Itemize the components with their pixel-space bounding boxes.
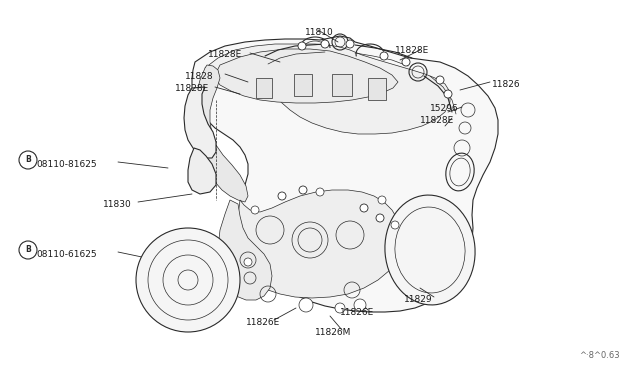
Circle shape	[444, 90, 452, 98]
Text: B: B	[25, 246, 31, 254]
Polygon shape	[256, 78, 272, 98]
Polygon shape	[194, 65, 248, 202]
Circle shape	[298, 42, 306, 50]
Circle shape	[346, 40, 354, 48]
Polygon shape	[205, 44, 450, 134]
Ellipse shape	[385, 195, 475, 305]
Text: 15296: 15296	[430, 104, 459, 113]
Text: B: B	[25, 155, 31, 164]
Polygon shape	[215, 49, 398, 103]
Circle shape	[376, 214, 384, 222]
Polygon shape	[238, 190, 402, 298]
Polygon shape	[188, 148, 216, 194]
Circle shape	[335, 303, 345, 313]
Text: 11828E: 11828E	[175, 84, 209, 93]
Text: 11826E: 11826E	[246, 318, 280, 327]
Circle shape	[278, 192, 286, 200]
Text: 11810: 11810	[305, 28, 333, 37]
Circle shape	[354, 299, 366, 311]
Text: 11828E: 11828E	[208, 50, 243, 59]
Circle shape	[378, 196, 386, 204]
Circle shape	[402, 58, 410, 66]
Text: 08110-61625: 08110-61625	[36, 250, 97, 259]
Polygon shape	[294, 74, 312, 96]
Text: 11826: 11826	[492, 80, 520, 89]
Circle shape	[436, 76, 444, 84]
Text: 11830: 11830	[103, 200, 132, 209]
Text: 11828E: 11828E	[420, 116, 454, 125]
Circle shape	[299, 186, 307, 194]
Circle shape	[136, 228, 240, 332]
Circle shape	[380, 52, 388, 60]
Text: 11826M: 11826M	[315, 328, 351, 337]
Circle shape	[19, 151, 37, 169]
Polygon shape	[218, 200, 272, 300]
Text: 11826E: 11826E	[340, 308, 374, 317]
Polygon shape	[332, 74, 352, 96]
Text: 11828E: 11828E	[395, 46, 429, 55]
Circle shape	[244, 258, 252, 266]
Circle shape	[19, 241, 37, 259]
Circle shape	[391, 221, 399, 229]
Circle shape	[316, 188, 324, 196]
Text: 08110-81625: 08110-81625	[36, 160, 97, 169]
Circle shape	[251, 206, 259, 214]
Polygon shape	[192, 36, 498, 312]
Circle shape	[360, 204, 368, 212]
Polygon shape	[368, 78, 386, 100]
Circle shape	[321, 40, 329, 48]
Text: 11828: 11828	[185, 72, 214, 81]
Text: 11829: 11829	[404, 295, 433, 304]
Circle shape	[299, 298, 313, 312]
Text: ^·8^0.63: ^·8^0.63	[579, 351, 620, 360]
Polygon shape	[184, 87, 216, 158]
